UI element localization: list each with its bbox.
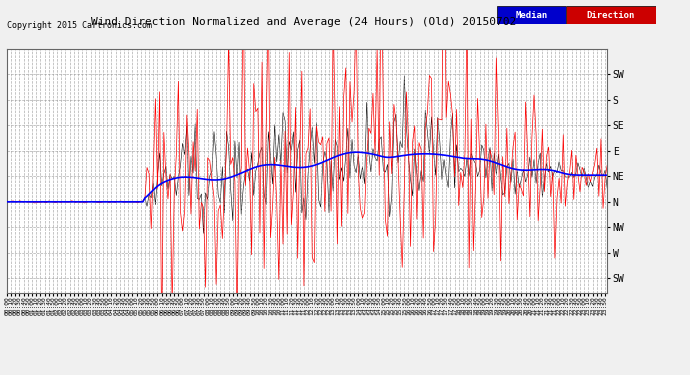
Text: Copyright 2015 Cartronics.com: Copyright 2015 Cartronics.com: [7, 21, 152, 30]
Text: Median: Median: [515, 11, 547, 20]
Text: Wind Direction Normalized and Average (24 Hours) (Old) 20150702: Wind Direction Normalized and Average (2…: [91, 17, 516, 27]
Text: Direction: Direction: [586, 11, 635, 20]
